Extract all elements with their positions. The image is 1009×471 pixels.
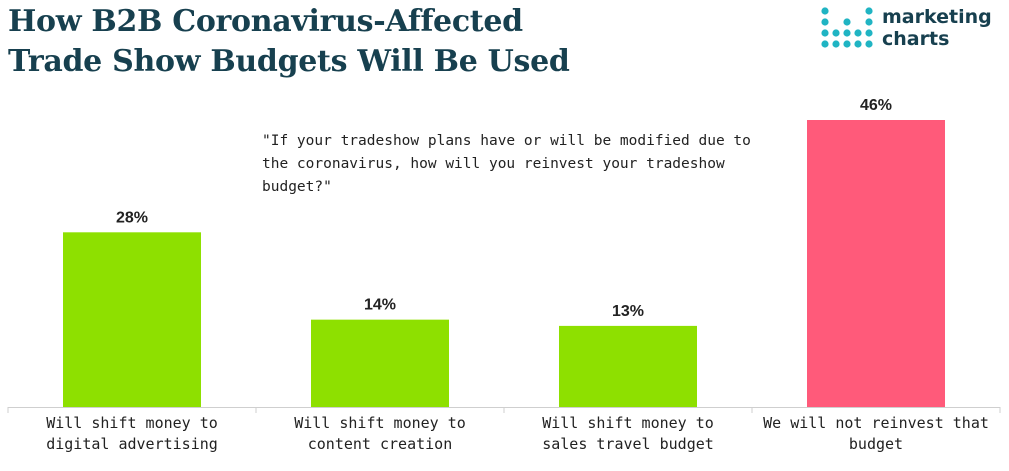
logo-dot bbox=[865, 18, 873, 26]
logo-dot bbox=[865, 29, 873, 37]
logo-dot bbox=[832, 29, 840, 37]
logo-dot bbox=[843, 18, 851, 26]
category-label: Will shift money to content creation bbox=[294, 414, 466, 453]
logo-dot bbox=[843, 40, 851, 48]
bar-value-label: 28% bbox=[116, 209, 148, 226]
logo-dots-icon bbox=[821, 7, 873, 48]
title-line-1: How B2B Coronavirus-Affected bbox=[8, 4, 523, 39]
bar bbox=[807, 120, 945, 407]
logo-dot bbox=[821, 7, 829, 15]
logo-wordmark: marketing charts bbox=[882, 6, 992, 50]
bar-value-label: 14% bbox=[364, 297, 396, 314]
marketingcharts-logo: marketing charts bbox=[820, 6, 1005, 56]
bar-value-label: 46% bbox=[860, 97, 892, 114]
bar-value-label: 13% bbox=[612, 303, 644, 320]
logo-line-2: charts bbox=[882, 28, 950, 50]
bar bbox=[63, 232, 201, 407]
logo-dot bbox=[865, 40, 873, 48]
title-line-2: Trade Show Budgets Will Be Used bbox=[8, 44, 570, 79]
category-label: Will shift money to sales travel budget bbox=[542, 414, 714, 453]
logo-dot bbox=[865, 7, 873, 15]
logo-dot bbox=[821, 29, 829, 37]
chart-title: How B2B Coronavirus-Affected Trade Show … bbox=[8, 2, 570, 82]
logo-dot bbox=[854, 29, 862, 37]
logo-dot bbox=[854, 40, 862, 48]
category-label: Will shift money to digital advertising bbox=[46, 414, 218, 453]
category-label: We will not reinvest that budget bbox=[763, 414, 989, 453]
bar bbox=[311, 319, 449, 407]
logo-dot bbox=[832, 40, 840, 48]
bar bbox=[559, 325, 697, 407]
logo-dot bbox=[821, 40, 829, 48]
logo-dot bbox=[843, 29, 851, 37]
logo-line-1: marketing bbox=[882, 6, 992, 28]
logo-dot bbox=[821, 18, 829, 26]
survey-question: "If your tradeshow plans have or will be… bbox=[262, 133, 751, 195]
